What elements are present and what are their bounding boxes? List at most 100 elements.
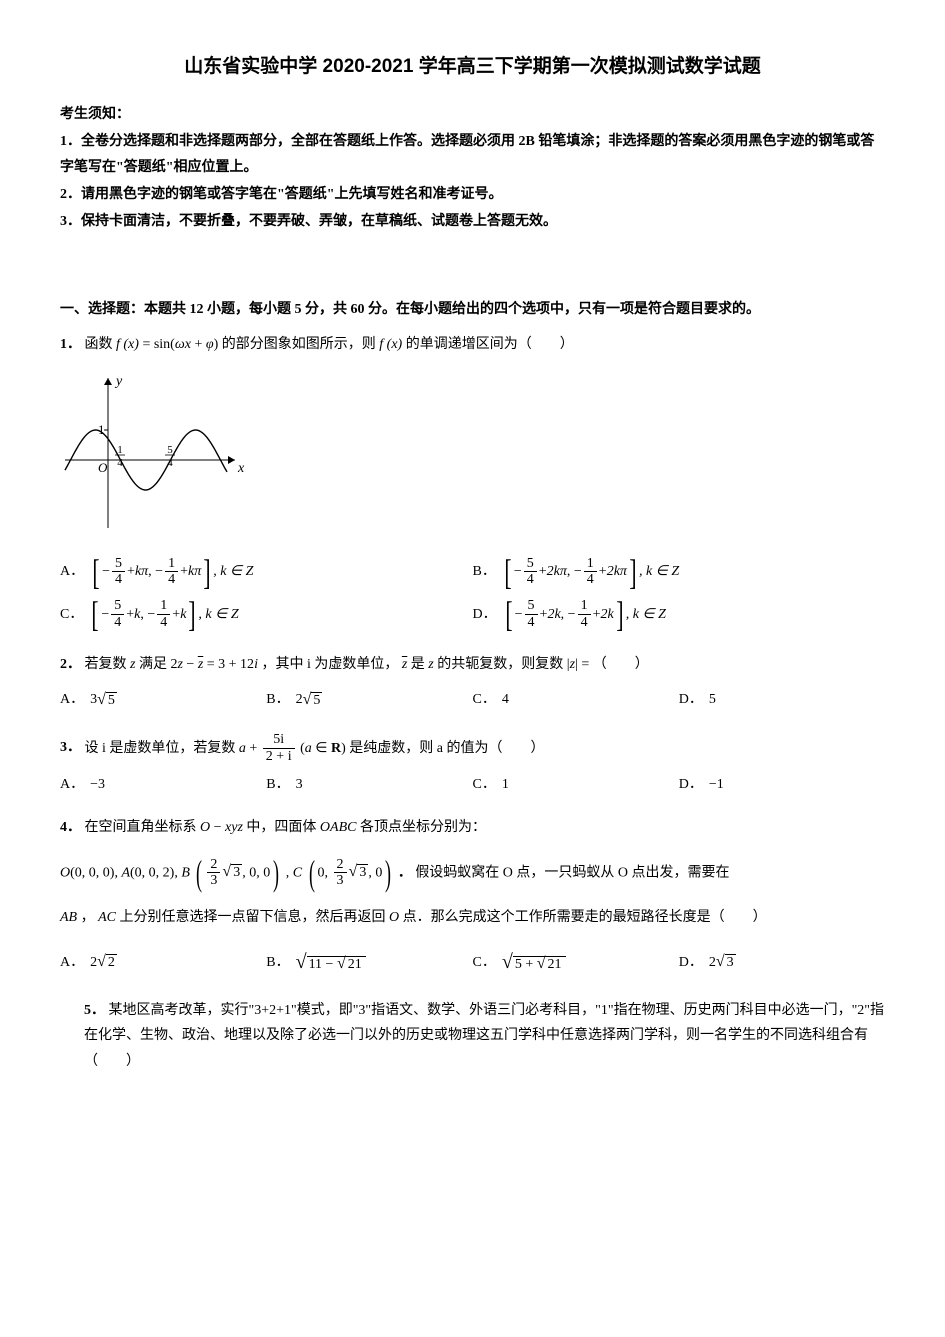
q1-function: f (x) = sin(ωx + φ): [116, 337, 218, 352]
q4-text-2: 假设蚂蚁窝在 O 点，一只蚂蚁从 O 点出发，需要在: [415, 865, 729, 880]
opt-label-c: C．: [60, 602, 83, 627]
frac-den: 4: [525, 615, 538, 630]
q4-coords: O(0, 0, 0), A(0, 0, 2), B (23√3, 0, 0) ,…: [60, 857, 885, 889]
opt-label-c: C．: [473, 772, 496, 797]
q2-option-c: C．4: [473, 686, 679, 715]
suffix: 2k: [547, 602, 560, 627]
frac-den: 4: [584, 572, 597, 587]
opt-label-a: A．: [60, 559, 84, 584]
left-bracket-icon: [: [505, 598, 512, 630]
q5-text: 某地区高考改革，实行"3+2+1"模式，即"3"指语文、数学、外语三门必考科目，…: [84, 1003, 884, 1068]
q1-option-c: C． [ −54 + k, − 14 + k ] , k ∈ Z: [60, 598, 473, 630]
opt-value: 4: [502, 687, 509, 712]
svg-text:5: 5: [167, 444, 173, 456]
frac-num: 1: [578, 598, 591, 614]
frac-den: 4: [157, 615, 170, 630]
left-bracket-icon: [: [93, 556, 100, 588]
page-title: 山东省实验中学 2020-2021 学年高三下学期第一次模拟测试数学试题: [60, 50, 885, 84]
instructions-block: 考生须知： 1．全卷分选择题和非选择题两部分，全部在答题纸上作答。选择题必须用 …: [60, 102, 885, 234]
q5-number: 5．: [84, 1003, 105, 1018]
q1-function-2: f (x): [379, 337, 402, 352]
opt-label-a: A．: [60, 687, 84, 712]
opt-label-a: A．: [60, 772, 84, 797]
opt-label-a: A．: [60, 950, 84, 975]
right-bracket-icon: ]: [629, 556, 636, 588]
q1-options: A． [ −54 + kπ, − 14 + kπ ] , k ∈ Z B． [ …: [60, 556, 885, 641]
right-bracket-icon: ]: [189, 598, 196, 630]
opt-label-d: D．: [679, 687, 703, 712]
question-1: 1． 函数 f (x) = sin(ωx + φ) 的部分图象如图所示，则 f …: [60, 332, 885, 640]
q3-text: 设 i 是虚数单位，若复数 a + 5i2 + i (a ∈ R) 是纯虚数，则…: [85, 741, 545, 756]
right-bracket-icon: ]: [616, 598, 623, 630]
suffix: 2kπ: [547, 559, 567, 584]
question-5: 5． 某地区高考改革，实行"3+2+1"模式，即"3"指语文、数学、外语三门必考…: [60, 998, 885, 1074]
q4-text-1: 在空间直角坐标系 O − xyz 中，四面体 OABC 各顶点坐标分别为：: [85, 820, 486, 835]
svg-text:O: O: [98, 460, 108, 475]
frac-den: 4: [112, 572, 125, 587]
opt-value: −1: [709, 772, 724, 797]
frac-num: 1: [157, 598, 170, 614]
frac-num: 5: [524, 556, 537, 572]
q1-option-a: A． [ −54 + kπ, − 14 + kπ ] , k ∈ Z: [60, 556, 473, 588]
left-bracket-icon: [: [92, 598, 99, 630]
opt-value: 5: [709, 687, 716, 712]
frac-den: 4: [111, 615, 124, 630]
instruction-line-1: 1．全卷分选择题和非选择题两部分，全部在答题纸上作答。选择题必须用 2B 铅笔填…: [60, 129, 885, 179]
tail: , k ∈ Z: [198, 602, 238, 627]
frac-den: 4: [578, 615, 591, 630]
q1-option-d: D． [ −54 + 2k, − 14 + 2k ] , k ∈ Z: [473, 598, 886, 630]
q3-option-b: B．3: [266, 772, 472, 797]
suffix: 2k: [600, 602, 613, 627]
q2-option-b: B．2√5: [266, 686, 472, 715]
q1-text-mid: 的部分图象如图所示，则: [222, 337, 380, 352]
suffix: kπ: [188, 559, 201, 584]
q3-option-a: A．−3: [60, 772, 266, 797]
q3-options: A．−3 B．3 C．1 D．−1: [60, 772, 885, 803]
frac-num: 5: [112, 556, 125, 572]
q1-number: 1．: [60, 337, 81, 352]
q1-option-b: B． [ −54 + 2kπ, − 14 + 2kπ ] , k ∈ Z: [473, 556, 886, 588]
opt-label-c: C．: [473, 950, 496, 975]
frac-num: 5: [525, 598, 538, 614]
opt-label-b: B．: [266, 687, 289, 712]
frac-num: 1: [584, 556, 597, 572]
opt-label-d: D．: [679, 772, 703, 797]
question-2: 2． 若复数 z 满足 2z − z = 3 + 12i ，其中 i 为虚数单位…: [60, 652, 885, 720]
question-3: 3． 设 i 是虚数单位，若复数 a + 5i2 + i (a ∈ R) 是纯虚…: [60, 732, 885, 803]
opt-label-d: D．: [679, 950, 703, 975]
svg-text:x: x: [237, 461, 245, 476]
section-1-header: 一、选择题：本题共 12 小题，每小题 5 分，共 60 分。在每小题给出的四个…: [60, 297, 885, 322]
tail: , k ∈ Z: [213, 559, 253, 584]
q2-option-a: A．3√5: [60, 686, 266, 715]
frac-den: 4: [524, 572, 537, 587]
opt-label-c: C．: [473, 687, 496, 712]
q3-number: 3．: [60, 741, 81, 756]
opt-label-d: D．: [473, 602, 497, 627]
q3-option-d: D．−1: [679, 772, 885, 797]
frac-num: 1: [165, 556, 178, 572]
opt-value: 1: [502, 772, 509, 797]
suffix: k: [180, 602, 186, 627]
tail: , k ∈ Z: [626, 602, 666, 627]
q4-option-a: A．2√2: [60, 944, 266, 980]
q2-option-d: D．5: [679, 686, 885, 715]
q4-text-3: AB ， AC 上分别任意选择一点留下信息，然后再返回 O 点．那么完成这个工作…: [60, 905, 885, 930]
frac-num: 5: [111, 598, 124, 614]
svg-text:y: y: [114, 374, 123, 389]
opt-label-b: B．: [266, 950, 289, 975]
q4-option-d: D．2√3: [679, 944, 885, 980]
q3-option-c: C．1: [473, 772, 679, 797]
frac-den: 4: [165, 572, 178, 587]
q4-option-b: B．√11 − √21: [266, 944, 472, 980]
left-bracket-icon: [: [504, 556, 511, 588]
right-bracket-icon: ]: [204, 556, 211, 588]
opt-value: −3: [90, 772, 105, 797]
q2-text: 若复数 z 满足 2z − z = 3 + 12i ，其中 i 为虚数单位， z…: [85, 657, 649, 672]
question-4: 4． 在空间直角坐标系 O − xyz 中，四面体 OABC 各顶点坐标分别为：…: [60, 815, 885, 986]
q2-options: A．3√5 B．2√5 C．4 D．5: [60, 686, 885, 721]
suffix: 2kπ: [607, 559, 627, 584]
suffix: kπ: [135, 559, 148, 584]
instruction-line-2: 2．请用黑色字迹的钢笔或答字笔在"答题纸"上先填写姓名和准考证号。: [60, 182, 885, 207]
q1-graph: 1 1 4 5 4 y x O: [60, 368, 885, 542]
q1-text-before: 函数: [85, 337, 117, 352]
